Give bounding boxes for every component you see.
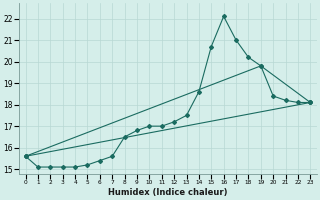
X-axis label: Humidex (Indice chaleur): Humidex (Indice chaleur)	[108, 188, 228, 197]
